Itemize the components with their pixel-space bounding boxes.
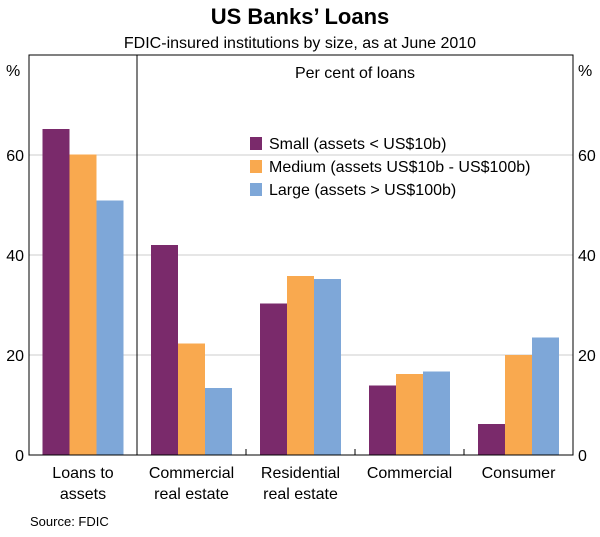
- x-tick-label: real estate: [263, 486, 338, 503]
- bar-2-1: [287, 276, 314, 455]
- x-tick-label: assets: [60, 486, 106, 503]
- legend-label: Medium (assets US$10b - US$100b): [269, 159, 530, 176]
- bar-2-2: [314, 279, 341, 455]
- y-tick-label-right: 20: [578, 348, 596, 365]
- source-note: Source: FDIC: [30, 514, 109, 529]
- bar-3-0: [369, 385, 396, 455]
- bar-0-1: [69, 154, 97, 455]
- y-tick-label-left: 0: [15, 448, 24, 465]
- x-tick-label: Residential: [261, 465, 340, 482]
- bar-4-0: [478, 424, 505, 455]
- y-tick-label-left: 20: [6, 348, 24, 365]
- y-tick-label-left: 40: [6, 248, 24, 265]
- y-axis-unit-left: %: [6, 63, 20, 80]
- y-tick-label-right: 40: [578, 248, 596, 265]
- plot-frame: [28, 54, 574, 456]
- y-axis-unit-right: %: [578, 63, 592, 80]
- bar-3-1: [396, 374, 423, 455]
- x-tick-label: real estate: [154, 486, 229, 503]
- legend-swatch: [250, 183, 262, 196]
- y-tick-label-right: 0: [578, 448, 587, 465]
- bar-4-2: [532, 337, 559, 455]
- x-tick-label: Commercial: [367, 465, 452, 482]
- y-tick-label-left: 60: [6, 148, 24, 165]
- bar-1-0: [151, 245, 178, 455]
- bar-0-2: [96, 200, 124, 455]
- bar-1-1: [178, 343, 205, 455]
- legend-swatch: [250, 160, 262, 173]
- panel-label: Per cent of loans: [295, 65, 415, 82]
- bar-0-0: [42, 129, 70, 455]
- legend-label: Large (assets > US$100b): [269, 182, 456, 199]
- bar-2-0: [260, 303, 287, 455]
- legend-swatch: [250, 137, 262, 150]
- chart-title: US Banks’ Loans: [211, 4, 390, 29]
- bar-1-2: [205, 388, 232, 455]
- x-tick-label: Loans to: [52, 465, 113, 482]
- legend-label: Small (assets < US$10b): [269, 136, 446, 153]
- x-tick-label: Commercial: [149, 465, 234, 482]
- bar-4-1: [505, 355, 532, 455]
- chart-subtitle: FDIC-insured institutions by size, as at…: [124, 35, 476, 52]
- x-tick-label: Consumer: [482, 465, 556, 482]
- bar-3-2: [423, 371, 450, 455]
- y-tick-label-right: 60: [578, 148, 596, 165]
